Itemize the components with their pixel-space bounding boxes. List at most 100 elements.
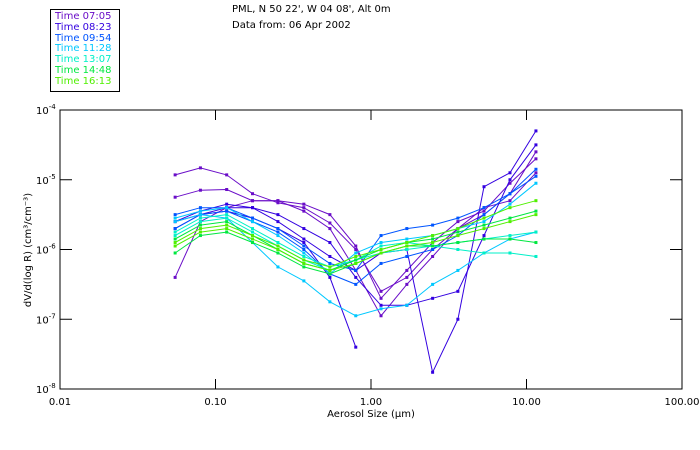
- data-point: [225, 206, 229, 210]
- data-point: [431, 248, 435, 251]
- data-point: [456, 216, 460, 220]
- data-point: [534, 230, 538, 234]
- data-point: [225, 213, 229, 217]
- data-point: [431, 241, 435, 245]
- data-point: [405, 248, 409, 251]
- data-point: [508, 237, 512, 241]
- data-point: [482, 209, 486, 213]
- data-point: [251, 230, 255, 234]
- data-point: [302, 251, 306, 255]
- data-point: [198, 213, 202, 217]
- data-point: [405, 241, 409, 245]
- data-point: [508, 220, 512, 224]
- data-point: [534, 129, 538, 133]
- data-point: [173, 216, 177, 220]
- data-point: [379, 289, 383, 293]
- data-point: [276, 213, 280, 217]
- data-point: [276, 265, 280, 269]
- data-point: [328, 265, 332, 269]
- data-point: [482, 206, 486, 210]
- data-point: [431, 282, 435, 286]
- data-point: [198, 206, 202, 210]
- data-point: [276, 199, 280, 203]
- data-point: [251, 220, 255, 224]
- data-point: [534, 181, 538, 185]
- data-point: [276, 201, 280, 205]
- data-point: [456, 230, 460, 234]
- data-point: [198, 188, 202, 192]
- data-point: [225, 209, 229, 213]
- x-tick-label: 100.00: [665, 397, 700, 408]
- y-tick-label: 10-4: [36, 103, 56, 117]
- data-point: [225, 216, 229, 220]
- data-point: [225, 227, 229, 231]
- data-point: [328, 254, 332, 258]
- y-tick-exponent: -7: [49, 312, 56, 320]
- data-point: [508, 206, 512, 210]
- data-point: [251, 206, 255, 210]
- legend: Time 07:05 Time 08:23 Time 09:54 Time 11…: [50, 9, 120, 92]
- data-point: [328, 275, 332, 279]
- data-point: [225, 202, 229, 206]
- data-point: [173, 230, 177, 234]
- data-point: [302, 206, 306, 210]
- data-point: [198, 220, 202, 224]
- legend-item: Time 09:54: [55, 32, 112, 44]
- data-point: [482, 237, 486, 241]
- data-point: [456, 289, 460, 293]
- data-point: [534, 199, 538, 203]
- data-point: [379, 303, 383, 307]
- data-point: [354, 275, 358, 279]
- data-point: [198, 223, 202, 227]
- y-axis-label: dV/d(log R) (cm³/cm⁻³): [23, 193, 34, 307]
- data-point: [328, 300, 332, 304]
- data-point: [508, 251, 512, 255]
- series-line: [174, 172, 537, 317]
- data-point: [405, 275, 409, 279]
- data-point: [225, 223, 229, 227]
- data-point: [508, 202, 512, 206]
- data-point: [456, 227, 460, 231]
- legend-item: Time 08:23: [55, 21, 112, 33]
- data-point: [354, 251, 358, 255]
- chart-subtitle: Data from: 06 Apr 2002: [232, 20, 351, 31]
- data-point: [534, 157, 538, 161]
- data-point: [456, 234, 460, 238]
- data-point: [302, 248, 306, 251]
- data-point: [225, 230, 229, 234]
- data-point: [173, 244, 177, 248]
- data-point: [302, 261, 306, 265]
- data-point: [354, 314, 358, 318]
- y-tick-exponent: -4: [49, 103, 57, 111]
- data-point: [302, 244, 306, 248]
- data-point: [198, 209, 202, 213]
- chart-title: PML, N 50 22', W 04 08', Alt 0m: [232, 4, 391, 15]
- x-tick-label: 0.01: [49, 397, 71, 408]
- data-point: [534, 241, 538, 245]
- y-tick-label: 10-7: [36, 312, 56, 326]
- data-point: [302, 254, 306, 258]
- data-point: [328, 268, 332, 272]
- data-point: [405, 244, 409, 248]
- x-tick-label: 10.00: [512, 397, 541, 408]
- data-point: [328, 221, 332, 225]
- data-point: [276, 234, 280, 238]
- data-point: [456, 241, 460, 245]
- data-point: [251, 241, 255, 245]
- data-point: [482, 227, 486, 231]
- data-point: [328, 261, 332, 265]
- data-point: [173, 213, 177, 217]
- data-point: [173, 237, 177, 241]
- data-point: [302, 237, 306, 241]
- data-point: [276, 220, 280, 224]
- data-point: [173, 173, 177, 177]
- y-tick-label: 10-8: [36, 382, 56, 396]
- data-point: [198, 230, 202, 234]
- data-point: [508, 199, 512, 203]
- data-point: [508, 192, 512, 196]
- legend-item: Time 11:28: [55, 43, 112, 55]
- data-point: [173, 195, 177, 199]
- data-point: [251, 234, 255, 238]
- data-point: [431, 370, 435, 374]
